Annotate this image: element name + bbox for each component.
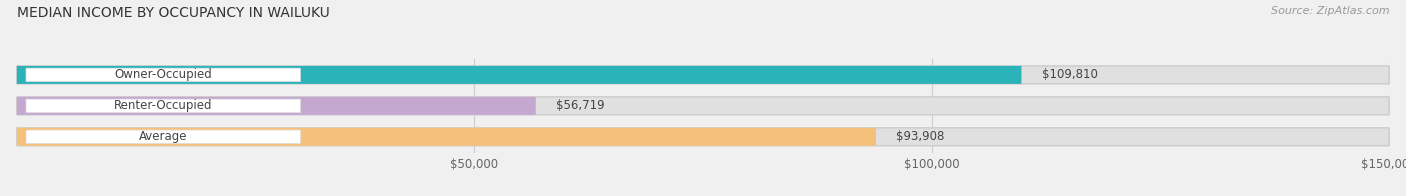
Text: Average: Average <box>139 130 187 143</box>
FancyBboxPatch shape <box>17 97 1389 115</box>
FancyBboxPatch shape <box>27 99 301 113</box>
FancyBboxPatch shape <box>17 66 1389 84</box>
FancyBboxPatch shape <box>17 128 1389 146</box>
FancyBboxPatch shape <box>17 66 1021 84</box>
FancyBboxPatch shape <box>27 130 301 143</box>
Text: Owner-Occupied: Owner-Occupied <box>114 68 212 81</box>
Text: MEDIAN INCOME BY OCCUPANCY IN WAILUKU: MEDIAN INCOME BY OCCUPANCY IN WAILUKU <box>17 6 329 20</box>
Text: $56,719: $56,719 <box>555 99 605 112</box>
Text: Renter-Occupied: Renter-Occupied <box>114 99 212 112</box>
Text: $93,908: $93,908 <box>896 130 945 143</box>
Text: $109,810: $109,810 <box>1042 68 1098 81</box>
FancyBboxPatch shape <box>17 97 536 115</box>
Text: Source: ZipAtlas.com: Source: ZipAtlas.com <box>1271 6 1389 16</box>
FancyBboxPatch shape <box>27 68 301 82</box>
FancyBboxPatch shape <box>17 128 876 146</box>
